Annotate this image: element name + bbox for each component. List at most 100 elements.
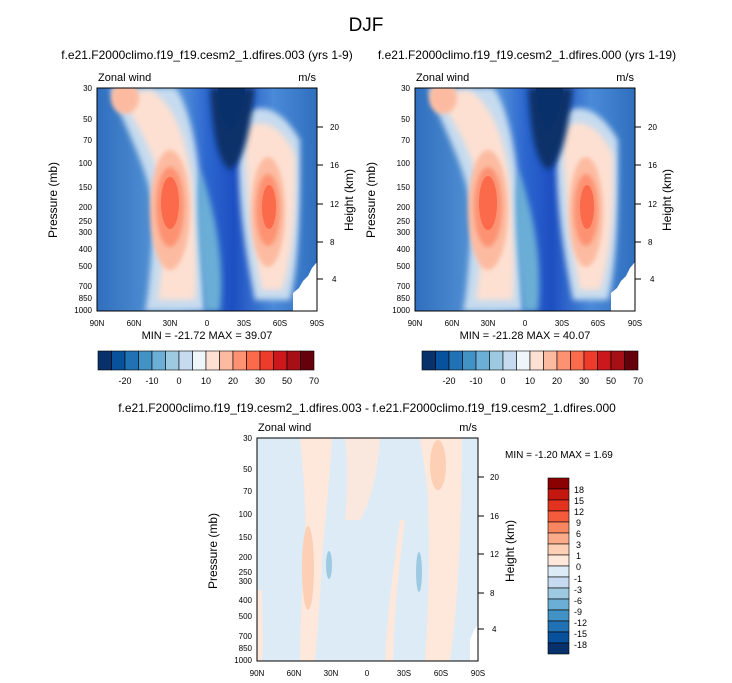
- colorbar-1-swatch-10: [232, 350, 247, 371]
- colorbar-1-swatch-3: [138, 350, 153, 371]
- panel-3-ylabel: Pressure (mb): [206, 513, 220, 589]
- panel-1-left-label: Zonal wind: [98, 72, 151, 84]
- p-tick-500: 500: [79, 262, 93, 271]
- panel-2-z-ticks: 20 16 12 8 4: [648, 123, 657, 284]
- p-tick-400: 400: [79, 245, 93, 254]
- p-tick-250: 250: [79, 217, 93, 226]
- colorbar-1-labels: -20 -10 0 10 20 30 50 70: [118, 376, 319, 386]
- z-tick-12: 12: [648, 200, 657, 209]
- cb3-label-7: 0: [576, 562, 581, 572]
- p-tick-1000: 1000: [392, 306, 410, 315]
- p-tick-300: 300: [397, 228, 411, 237]
- panel-3-y-ticks: 30 50 70 100 150 200 250 300 400 500 700…: [234, 434, 252, 665]
- panel-1: f.e21.F2000climo.f19_f19.cesm2_1.dfires.…: [46, 48, 356, 386]
- p-tick-1000: 1000: [234, 656, 252, 665]
- colorbar-3-labels: 18 15 12 9 6 3 1 0 -1 -3 -6 -9 -12 -15 -…: [574, 485, 587, 650]
- panel-3-contour-field: [257, 438, 478, 661]
- x-tick-90n: 90N: [90, 319, 105, 328]
- cb3-label-13: -15: [574, 629, 587, 639]
- cb3-label-11: -9: [574, 607, 582, 617]
- cb3-label-9: -3: [574, 585, 582, 595]
- panel-1-ylabel: Pressure (mb): [46, 162, 60, 238]
- p-tick-100: 100: [239, 510, 253, 519]
- p-tick-70: 70: [243, 487, 252, 496]
- colorbar-3-swatch-5: [547, 532, 570, 545]
- z-tick-4: 4: [332, 275, 337, 284]
- colorbar-2-swatch-2: [448, 350, 463, 371]
- z-tick-16: 16: [330, 161, 339, 170]
- colorbar-2-swatch-14: [610, 350, 625, 371]
- colorbar-3-swatch-2: [547, 499, 570, 512]
- panel-1-ylabel-right: Height (km): [342, 169, 356, 231]
- colorbar-1-swatch-2: [124, 350, 139, 371]
- z-tick-4: 4: [492, 625, 497, 634]
- x-tick-90s: 90S: [628, 319, 642, 328]
- panel-2-right-label: m/s: [616, 72, 634, 84]
- p-tick-30: 30: [243, 434, 252, 443]
- p-tick-250: 250: [397, 217, 411, 226]
- colorbar-2-swatch-8: [529, 350, 544, 371]
- p-tick-850: 850: [239, 644, 253, 653]
- cb3-label-0: 18: [574, 485, 584, 495]
- x-tick-30s: 30S: [397, 669, 411, 678]
- p-tick-150: 150: [397, 183, 411, 192]
- colorbar-3-swatch-8: [547, 565, 570, 578]
- x-tick-90s: 90S: [471, 669, 485, 678]
- cb3-label-10: -6: [574, 596, 582, 606]
- panel-2-x-ticks: 90N 60N 30N 0 30S 60S 90S: [408, 319, 642, 328]
- colorbar-1-swatch-14: [286, 350, 301, 371]
- p-tick-70: 70: [401, 136, 410, 145]
- colorbar-3-swatch-7: [547, 554, 570, 567]
- cb2-label-7: 70: [633, 376, 643, 386]
- cb2-label-6: 50: [606, 376, 616, 386]
- z-tick-4: 4: [650, 275, 655, 284]
- cb1-label-1: -10: [145, 376, 158, 386]
- x-tick-30n: 30N: [163, 319, 178, 328]
- colorbar-1-swatch-15: [300, 350, 315, 371]
- p-tick-500: 500: [239, 612, 253, 621]
- p-tick-700: 700: [239, 632, 253, 641]
- colorbar-1-swatch-11: [246, 350, 261, 371]
- panel-3: f.e21.F2000climo.f19_f19.cesm2_1.dfires.…: [118, 401, 616, 678]
- p-tick-400: 400: [239, 596, 253, 605]
- colorbar-3-swatch-6: [547, 543, 570, 556]
- cb2-label-0: -20: [442, 376, 455, 386]
- p-tick-300: 300: [239, 577, 253, 586]
- p-tick-200: 200: [239, 553, 253, 562]
- cb1-label-2: 0: [176, 376, 181, 386]
- p-tick-50: 50: [401, 115, 410, 124]
- cb2-label-3: 10: [525, 376, 535, 386]
- cb2-label-2: 0: [500, 376, 505, 386]
- x-tick-30n: 30N: [324, 669, 339, 678]
- x-tick-60n: 60N: [127, 319, 142, 328]
- colorbar-2-swatch-7: [516, 350, 531, 371]
- colorbar-3: 18 15 12 9 6 3 1 0 -1 -3 -6 -9 -12 -15 -…: [547, 477, 587, 655]
- p-tick-700: 700: [79, 282, 93, 291]
- colorbar-2: -20 -10 0 10 20 30 50 70: [421, 350, 643, 386]
- p-tick-1000: 1000: [74, 306, 92, 315]
- p-tick-70: 70: [83, 136, 92, 145]
- z-tick-20: 20: [330, 123, 339, 132]
- colorbar-2-swatch-6: [502, 350, 517, 371]
- x-tick-90s: 90S: [310, 319, 324, 328]
- colorbar-3-swatch-10: [547, 587, 570, 600]
- cb3-label-1: 15: [574, 496, 584, 506]
- p-tick-250: 250: [239, 568, 253, 577]
- x-tick-90n: 90N: [250, 669, 265, 678]
- colorbar-3-swatch-4: [547, 521, 570, 534]
- panel-2-y-ticks: 30 50 70 100 150 200 250 300 400 500 700…: [392, 84, 410, 315]
- p-tick-700: 700: [397, 282, 411, 291]
- z-tick-12: 12: [330, 200, 339, 209]
- colorbar-1-swatch-4: [151, 350, 166, 371]
- z-tick-8: 8: [648, 238, 653, 247]
- cb1-label-4: 20: [228, 376, 238, 386]
- panel-1-title: f.e21.F2000climo.f19_f19.cesm2_1.dfires.…: [61, 48, 352, 62]
- colorbar-1-swatch-5: [165, 350, 180, 371]
- z-tick-8: 8: [330, 238, 335, 247]
- p-tick-500: 500: [397, 262, 411, 271]
- x-tick-30s: 30S: [555, 319, 569, 328]
- z-tick-20: 20: [648, 123, 657, 132]
- colorbar-2-swatch-12: [583, 350, 598, 371]
- cb3-label-6: 1: [576, 551, 581, 561]
